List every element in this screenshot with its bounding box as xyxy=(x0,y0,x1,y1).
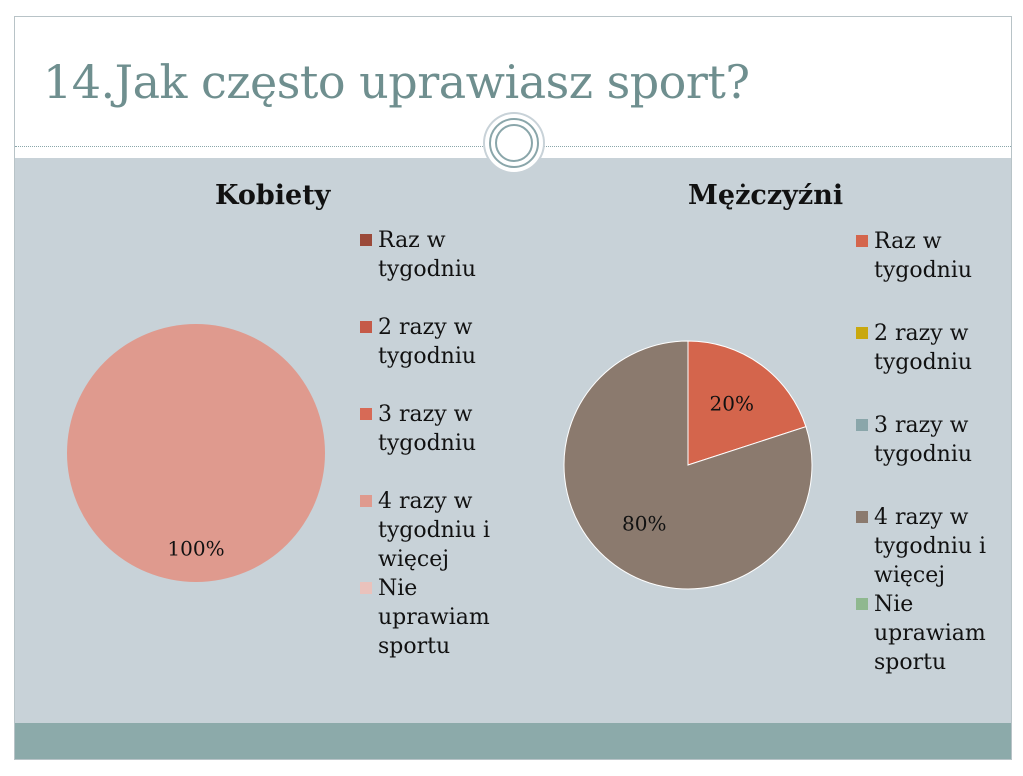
legend-item: Nie uprawiam sportu xyxy=(360,574,510,661)
emblem-outer-ring xyxy=(489,118,539,168)
legend-swatch xyxy=(856,598,868,610)
legend-swatch xyxy=(856,419,868,431)
legend-label: 2 razy w tygodniu xyxy=(378,315,477,369)
legend-label: 4 razy w tygodniu i więcej xyxy=(378,489,491,572)
emblem-inner-ring xyxy=(495,124,533,162)
legend-item: 2 razy w tygodniu xyxy=(856,319,1006,377)
pie-data-label: 20% xyxy=(710,391,754,415)
legend-swatch xyxy=(360,495,372,507)
legend-item: Raz w tygodniu xyxy=(856,227,1006,285)
chart-title-women: Kobiety xyxy=(215,180,331,211)
legend-swatch xyxy=(856,327,868,339)
legend-swatch xyxy=(360,234,372,246)
legend-men: Raz w tygodniu 2 razy w tygodniu 3 razy w … xyxy=(856,227,1006,677)
legend-swatch xyxy=(856,235,868,247)
legend-swatch xyxy=(360,408,372,420)
chart-title-men: Mężczyźni xyxy=(688,180,844,211)
legend-item: 3 razy w tygodniu xyxy=(856,411,1006,469)
legend-label: Nie uprawiam sportu xyxy=(874,592,986,675)
legend-label: Raz w tygodniu xyxy=(874,229,973,283)
legend-item: 4 razy w tygodniu i więcej xyxy=(360,487,510,574)
legend-label: 3 razy w tygodniu xyxy=(378,402,477,456)
pie-slice xyxy=(687,340,807,466)
pie-data-label: 80% xyxy=(622,512,666,536)
footer-bar xyxy=(15,723,1011,759)
legend-women: Raz w tygodniu 2 razy w tygodniu 3 razy w … xyxy=(360,226,510,661)
legend-item: 2 razy w tygodniu xyxy=(360,313,510,371)
circle-emblem-icon xyxy=(485,114,543,172)
legend-item: 3 razy w tygodniu xyxy=(360,400,510,458)
legend-item: Nie uprawiam sportu xyxy=(856,590,1006,677)
legend-swatch xyxy=(856,511,868,523)
legend-label: 4 razy w tygodniu i więcej xyxy=(874,505,987,588)
legend-item: Raz w tygodniu xyxy=(360,226,510,284)
legend-label: Nie uprawiam sportu xyxy=(378,576,490,659)
legend-label: 2 razy w tygodniu xyxy=(874,321,973,375)
pie-data-label: 100% xyxy=(167,536,224,560)
legend-item: 4 razy w tygodniu i więcej xyxy=(856,503,1006,590)
pie-slice xyxy=(67,324,325,582)
slide-title: 14.Jak często uprawiasz sport? xyxy=(43,55,750,109)
legend-label: Raz w tygodniu xyxy=(378,228,477,282)
legend-label: 3 razy w tygodniu xyxy=(874,413,973,467)
legend-swatch xyxy=(360,582,372,594)
legend-swatch xyxy=(360,321,372,333)
pie-slice xyxy=(563,340,813,590)
